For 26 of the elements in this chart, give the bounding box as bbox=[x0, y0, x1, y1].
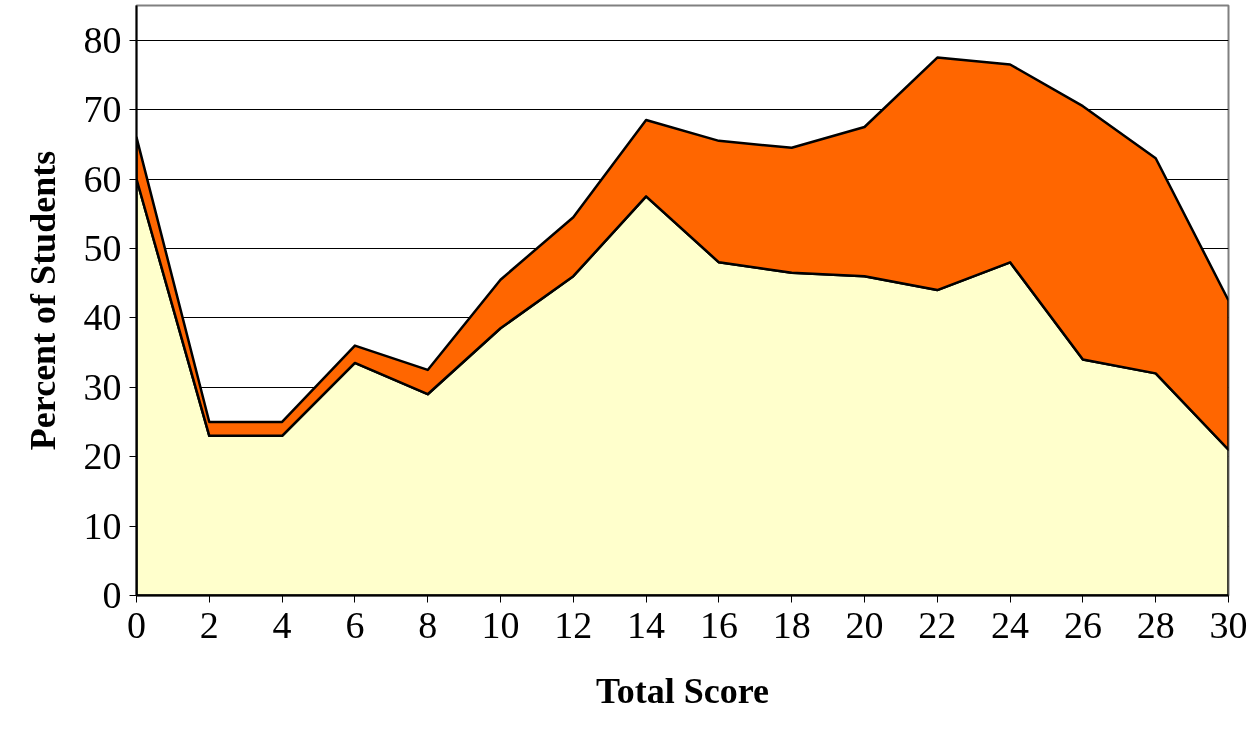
y-tick-label: 50 bbox=[83, 226, 122, 269]
x-tick-label: 12 bbox=[554, 603, 593, 646]
x-tick-label: 2 bbox=[199, 603, 219, 646]
y-tick-label: 70 bbox=[83, 88, 122, 131]
y-tick-label: 10 bbox=[83, 504, 122, 547]
x-tick-label: 18 bbox=[772, 603, 811, 646]
x-tick-label: 20 bbox=[845, 603, 884, 646]
x-tick-label: 14 bbox=[627, 603, 666, 646]
x-tick-label: 6 bbox=[345, 603, 365, 646]
y-tick-label: 80 bbox=[83, 18, 122, 61]
x-tick-label: 30 bbox=[1209, 603, 1248, 646]
x-tick-label: 26 bbox=[1063, 603, 1102, 646]
y-tick-label: 40 bbox=[83, 296, 122, 339]
x-tick-label: 22 bbox=[918, 603, 957, 646]
x-tick-label: 4 bbox=[272, 603, 292, 646]
x-tick-label: 16 bbox=[699, 603, 738, 646]
y-tick-label: 0 bbox=[102, 574, 122, 616]
x-axis-title: Total Score bbox=[596, 670, 770, 711]
x-tick-label: 28 bbox=[1136, 603, 1175, 646]
x-tick-label: 10 bbox=[481, 603, 520, 646]
y-tick-label: 30 bbox=[83, 365, 122, 408]
y-axis-title: Percent of Students bbox=[22, 150, 63, 451]
y-tick-label: 60 bbox=[83, 157, 122, 200]
x-tick-label: 8 bbox=[418, 603, 438, 646]
y-tick-label: 20 bbox=[83, 435, 122, 478]
x-tick-label: 24 bbox=[991, 603, 1030, 646]
